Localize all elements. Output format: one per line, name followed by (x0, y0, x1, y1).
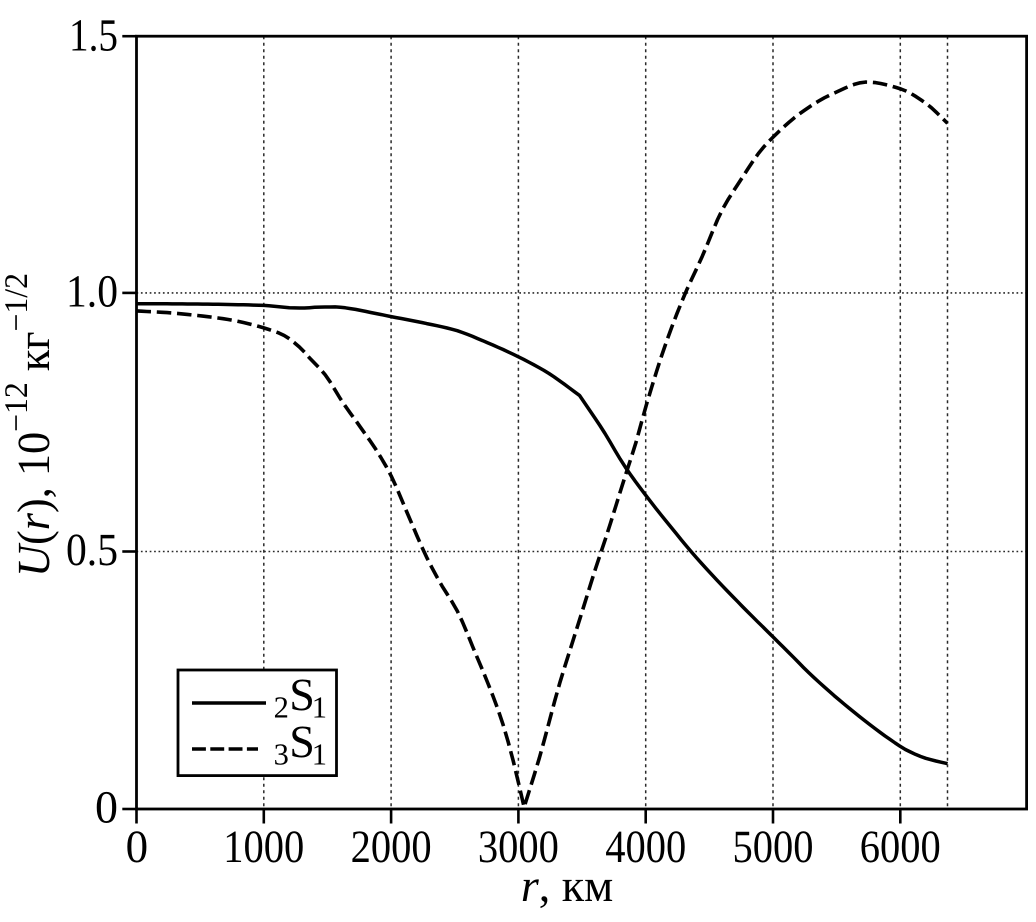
svg-text:6000: 6000 (860, 821, 941, 872)
svg-text:1: 1 (312, 738, 327, 772)
svg-text:1.0: 1.0 (66, 266, 118, 317)
svg-text:1: 1 (312, 691, 327, 725)
svg-text:S: S (289, 716, 315, 767)
svg-text:0: 0 (126, 821, 149, 872)
svg-text:4000: 4000 (605, 821, 686, 872)
svg-text:0: 0 (95, 782, 118, 833)
svg-text:2: 2 (274, 691, 289, 725)
svg-text:3000: 3000 (478, 821, 559, 872)
svg-text:S: S (289, 669, 315, 720)
svg-text:5000: 5000 (733, 821, 814, 872)
svg-text:r, км: r, км (521, 860, 613, 911)
svg-text:1000: 1000 (223, 821, 304, 872)
svg-text:0.5: 0.5 (66, 524, 118, 575)
svg-text:1.5: 1.5 (69, 9, 118, 60)
svg-text:3: 3 (274, 738, 289, 772)
svg-text:2000: 2000 (351, 821, 432, 872)
